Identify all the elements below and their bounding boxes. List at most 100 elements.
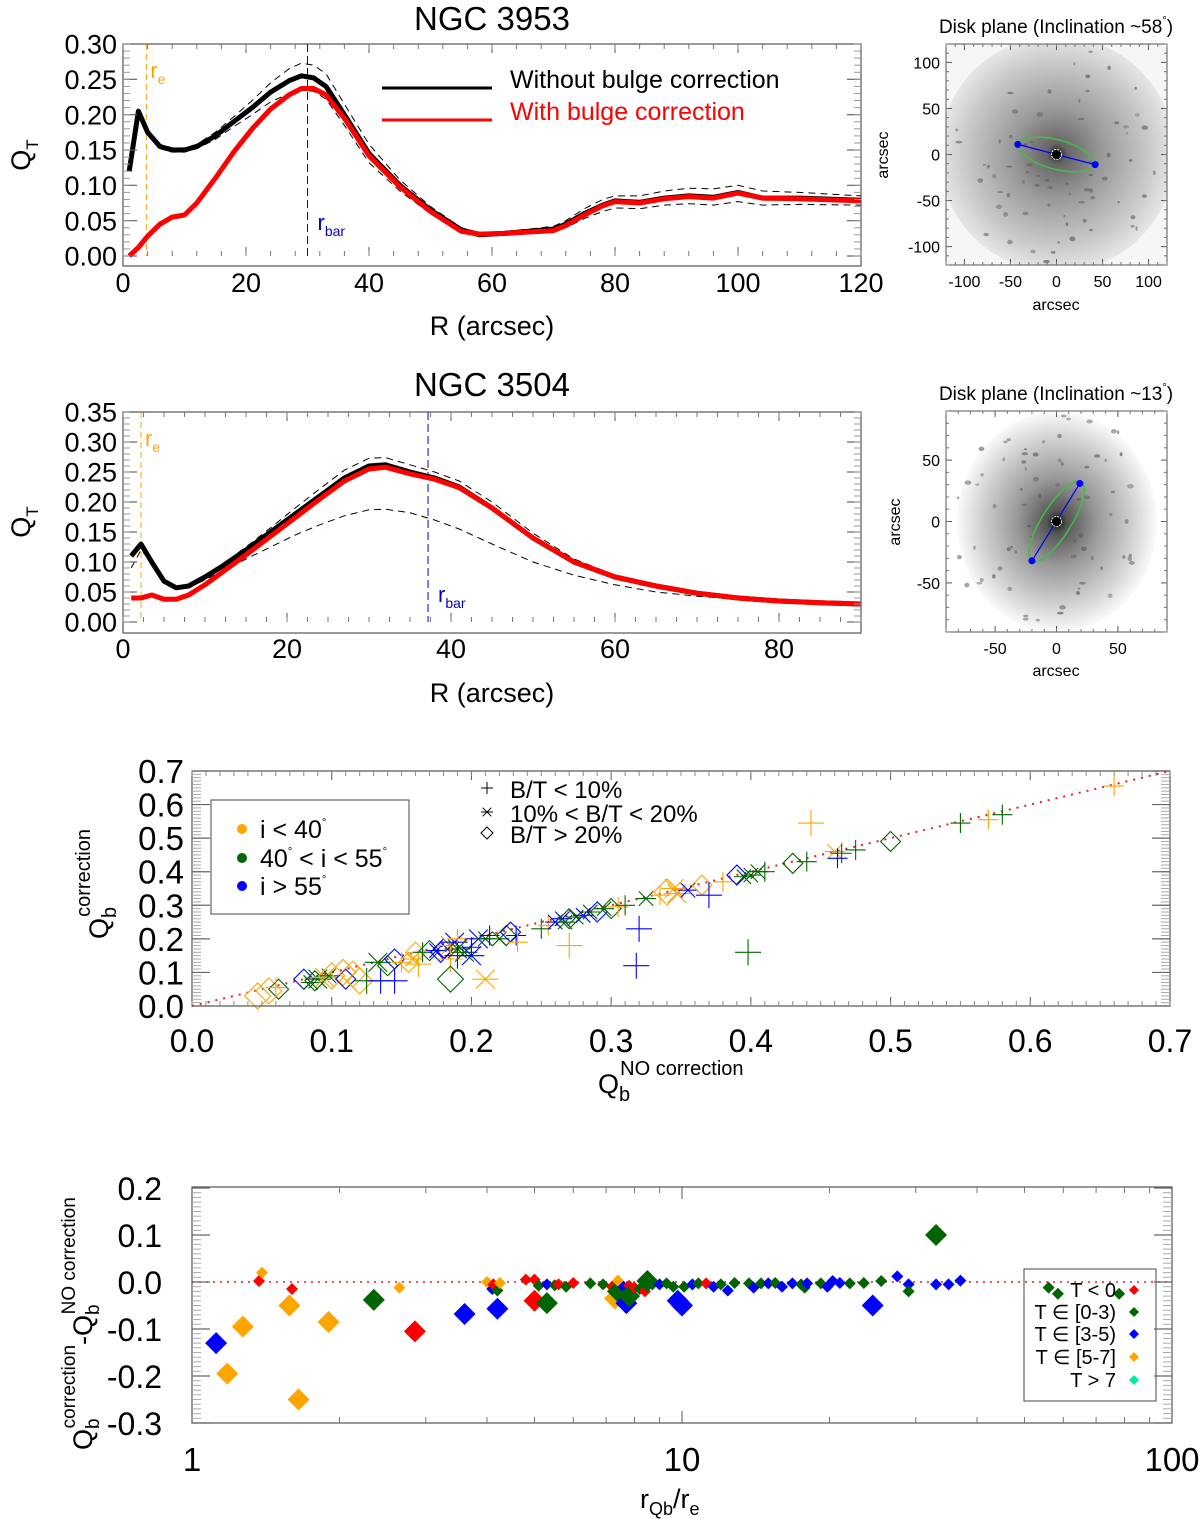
x-tick-label: 50 [1094,274,1112,291]
x-tick-label: 50 [1109,641,1127,658]
ngc3504-xlabel: R (arcsec) [430,678,555,708]
hii-region-spot [1065,182,1069,185]
hii-region-spot [1078,98,1081,104]
hii-region-spot [956,496,960,500]
hii-region-spot [1036,111,1044,117]
data-point-plus [712,871,733,892]
data-point-diamond [243,982,272,1010]
data-point-plus [754,861,775,882]
data-point-diamond [1113,1287,1126,1300]
data-point-plus [796,851,817,872]
y-tick-label: 0.5 [138,820,184,857]
y-tick-label: 0.00 [64,608,117,638]
data-point-diamond [278,1294,301,1317]
data-point-asterisk [594,901,615,917]
without-correction-curve [129,462,861,607]
ast-d2 [638,890,654,907]
data-point-diamond [714,1278,727,1291]
data-point-asterisk [636,890,657,907]
data-point-diamond [403,1320,426,1343]
hii-region-spot [997,191,1004,194]
hii-region-spot [1026,163,1034,167]
data-point-diamond [954,1274,967,1287]
data-point-diamond [486,1297,509,1320]
data-point-asterisk [580,904,601,920]
ngc3504-title: NGC 3504 [414,366,570,403]
y-tick-label: 0.3 [138,887,184,924]
y-tick-label: -100 [908,240,940,257]
data-point-plus [412,942,433,963]
data-point-plus [556,932,583,959]
hii-region-spot [1022,617,1029,621]
x-tick-label: 0.6 [1008,1023,1052,1059]
hii-region-spot [1030,249,1036,254]
hii-region-spot [1134,86,1137,90]
hii-region-spot [975,483,980,486]
hii-region-spot [1055,483,1060,488]
data-point-diamond [567,1276,580,1289]
ngc3504-image-ylabel: arcsec [887,498,904,545]
data-point-diamond [721,1284,734,1297]
legend-label-inc-low: i < 40° [260,816,326,844]
type-legend-marker [1129,1375,1139,1385]
data-point-diamond [1051,1287,1064,1300]
ylabel-q: Q [6,150,36,171]
hii-region-spot [995,204,1003,210]
ast-d2 [307,969,328,989]
hii-region-spot [1007,586,1013,592]
data-point-diamond [902,1278,915,1291]
x-tick-label: 80 [600,268,630,298]
hii-region-spot [964,582,970,588]
type-legend-label: T < 0 [1070,1280,1116,1302]
hii-region-spot [1077,117,1085,121]
data-point-plus [797,810,824,837]
lower-error-curve [128,89,861,237]
x-tick-label: 0 [115,634,130,664]
hii-region-spot [1007,239,1013,245]
x-tick-label: 10 [664,1441,701,1478]
y-tick-label: 50 [922,453,940,470]
type-legend-label: T ∈ [3-5) [1034,1324,1116,1346]
hii-region-spot [1005,165,1013,168]
rbar-label: rbar [318,210,346,239]
data-point-plus [626,915,653,942]
type-legend-box [1023,1268,1157,1402]
ngc3504-image-xlabel: arcsec [1032,663,1079,680]
hii-region-spot [955,128,959,132]
re-label: re [145,426,160,455]
ast-d2 [664,878,684,899]
hii-region-spot [1003,440,1008,444]
y-tick-label: 0.10 [64,548,117,578]
data-point-diamond [857,1276,870,1289]
hii-region-spot [1130,224,1135,228]
x-tick-label: -100 [948,274,980,291]
hii-region-spot [1114,121,1120,125]
hii-region-spot [1010,545,1013,549]
type-legend: T < 0T ∈ [0-3)T ∈ [3-5)T ∈ [5-7]T > 7 [1023,1268,1157,1402]
bar-end-marker [1076,479,1084,487]
hii-region-spot [980,473,984,477]
hii-region-spot [1046,179,1049,182]
x-tick-label: 100 [1135,274,1162,291]
hii-region-spot [1070,554,1077,559]
hii-region-spot [1043,178,1050,181]
x-tick-label: 1 [183,1441,201,1478]
svg-text:QT: QT [6,139,42,170]
data-point-asterisk [472,969,499,989]
hii-region-spot [997,566,1003,571]
hii-region-spot [1128,553,1132,558]
x-tick-label: 0.4 [729,1023,773,1059]
hii-region-spot [1041,440,1046,444]
hii-region-spot [1069,236,1076,242]
hii-region-spot [973,545,976,550]
ast-d2 [477,931,493,947]
y-tick-label: -0.3 [107,1406,162,1442]
type-legend-marker [1129,1352,1139,1362]
data-point-plus [461,937,482,958]
hii-region-spot [1032,476,1039,482]
data-point-diamond [930,1278,943,1291]
y-tick-label: 0.20 [64,488,117,518]
hii-region-spot [978,446,985,452]
y-tick-label: -50 [917,194,940,211]
